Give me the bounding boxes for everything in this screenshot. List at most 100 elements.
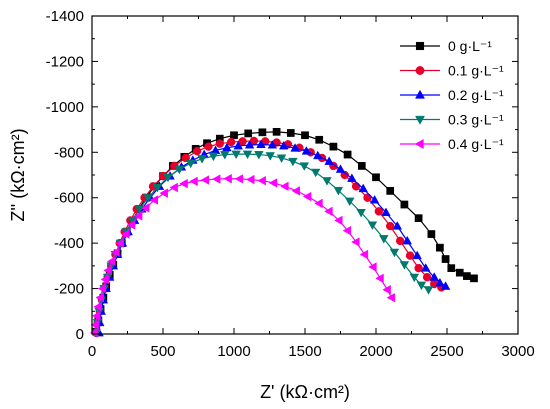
data-point [93,301,102,312]
data-point [223,173,232,184]
y-axis: 0 -200 -400 -600 -800 -1000 -1200 -1400 [46,8,518,343]
x-axis: 0 500 1000 1500 2000 2500 3000 [88,16,535,360]
y-tick-label: -1000 [46,99,84,116]
data-point [423,286,434,295]
data-point [455,268,464,277]
data-point [342,225,352,236]
data-point [272,127,281,136]
data-point [143,194,153,203]
data-point [302,191,312,202]
data-point [256,139,266,149]
data-point [416,281,427,291]
data-point [115,238,124,248]
data-point [185,159,196,169]
data-point [414,263,423,273]
legend-marker [415,41,425,51]
data-point [351,182,361,191]
data-point [440,281,451,290]
data-point [400,200,409,209]
data-point [197,155,207,164]
data-point [359,249,369,260]
data-point [103,265,112,276]
data-point [427,230,436,238]
data-point [152,184,163,193]
data-point [268,178,278,188]
data-point [420,263,431,272]
data-point [246,174,255,185]
x-tick-label: 1500 [288,343,321,360]
data-point [405,251,415,260]
data-point [324,156,334,165]
data-point [368,262,377,272]
data-point [189,176,198,187]
data-point [351,237,360,247]
data-point [329,142,338,151]
data-point [257,175,266,186]
y-tick-label: -800 [54,144,84,161]
data-point [169,182,178,193]
data-point [97,283,107,294]
data-point [395,236,405,246]
data-point [200,175,210,185]
data-point [286,129,295,137]
data-point [436,243,444,252]
data-point [381,207,391,216]
data-point [340,170,349,180]
data-point [409,273,420,283]
legend-label: 0 g·L⁻¹ [448,38,492,54]
data-point [230,131,238,140]
data-point [215,139,225,148]
data-point [356,208,366,218]
data-point [179,178,188,189]
series-line [95,131,475,332]
data-point [463,272,471,280]
data-point [174,165,185,175]
x-axis-label-text: Z' (kΩ·cm²) [260,382,350,402]
data-point [429,272,439,281]
data-point [374,207,384,216]
data-point [265,152,275,161]
data-point [382,284,391,295]
data-point [343,150,352,159]
legend-label: 0.3 g·L⁻¹ [448,112,504,128]
data-point [392,221,403,230]
data-point [402,235,412,245]
y-tick-label: -1400 [46,8,84,25]
data-point [159,188,168,198]
data-point [385,221,395,231]
data-point [149,195,158,205]
y-tick-label: -200 [54,281,84,298]
series-line [98,143,446,333]
data-point [386,187,395,195]
y-axis-label-text: Z'' (kΩ·cm²) [8,128,28,221]
data-point [386,292,396,303]
x-tick-label: 2000 [359,343,392,360]
data-point [140,203,150,213]
data-point [208,152,219,162]
data-point [369,194,380,204]
data-point [414,214,423,223]
data-point [244,140,255,149]
data-point [231,150,241,160]
legend-marker [415,89,425,99]
data-point [347,173,357,182]
legend: 0 g·L⁻¹ 0.1 g·L⁻¹ 0.2 g·L⁻¹ 0.3 g·L⁻¹ 0.4 g·… [400,38,504,152]
data-point [357,162,366,170]
data-point [313,150,323,160]
data-point [447,264,456,272]
series-line [95,140,442,333]
data-point [204,142,213,151]
data-point [333,186,344,196]
x-tick-label: 0 [88,343,96,360]
y-tick-label: 0 [76,326,84,343]
data-point [91,311,101,321]
data-point [211,174,221,184]
data-point [335,164,346,173]
data-point [276,154,287,163]
x-tick-label: 2500 [430,343,463,360]
y-axis-label: Z'' (kΩ·cm²) [8,128,28,221]
data-point [258,128,267,137]
x-tick-label: 500 [150,343,175,360]
data-point [375,273,384,284]
data-point [254,151,264,160]
